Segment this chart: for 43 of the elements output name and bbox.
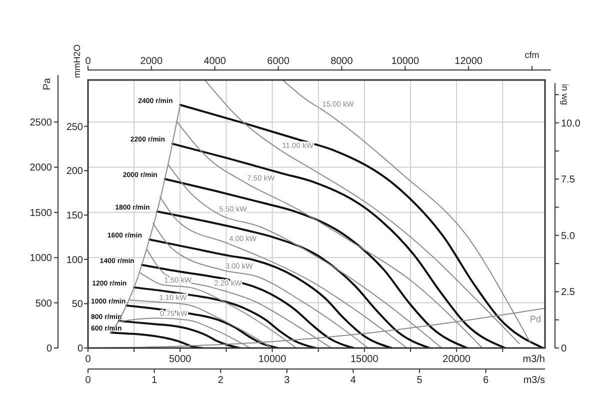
text: 6 xyxy=(483,375,490,386)
x-tick-label: 10000 xyxy=(258,354,287,365)
y-tick-label: 1000 xyxy=(30,253,52,264)
x2-tick-label: 0 xyxy=(85,56,92,67)
x-tick-label: 0 xyxy=(85,354,92,365)
text: 2 xyxy=(218,375,224,386)
text: 5 xyxy=(416,375,423,386)
y2-tick-label: 100 xyxy=(66,254,84,266)
y2-axis-title: mmH2O xyxy=(72,44,82,78)
y3-tick-label: 0 xyxy=(561,344,567,354)
x2-tick-label: 2000 xyxy=(140,56,163,67)
y3-tick-label: 10.0 xyxy=(561,118,581,130)
y-axis-title: Pa xyxy=(42,78,53,90)
y-tick-label: 2000 xyxy=(30,162,52,174)
text: 0 xyxy=(85,375,92,386)
y2-tick-label: 200 xyxy=(66,166,84,178)
x-tick-label: 5000 xyxy=(169,354,192,365)
y2-tick-label: 250 xyxy=(66,122,84,133)
x-tick-label: 20000 xyxy=(442,354,471,365)
x-tick-label: 15000 xyxy=(350,354,379,365)
y3-tick-label: 5.0 xyxy=(561,230,576,242)
y2-tick-label: 0 xyxy=(77,344,84,354)
x2-tick-label: 4000 xyxy=(204,56,226,67)
x2-tick-label: 10000 xyxy=(391,56,420,67)
y3-tick-label: 2.5 xyxy=(561,287,576,298)
y3-tick-label: 7.5 xyxy=(561,174,576,186)
y2-tick-label: 150 xyxy=(66,210,84,222)
y-tick-label: 0 xyxy=(46,344,52,354)
text: 4 xyxy=(350,375,356,386)
x2-tick-label: 6000 xyxy=(267,56,290,67)
x2-axis-title: cfm xyxy=(524,50,540,60)
text: 1 xyxy=(152,375,158,386)
x2-tick-label: 12000 xyxy=(454,56,483,67)
text: m3/s xyxy=(523,375,545,386)
series-label: Pd xyxy=(530,314,541,324)
y-tick-label: 1500 xyxy=(30,208,52,219)
x2-tick-label: 8000 xyxy=(330,56,354,67)
x-axis-title: m3/h xyxy=(522,354,545,365)
y-tick-label: 500 xyxy=(35,298,52,310)
y3-axis-title: in wg xyxy=(560,84,570,106)
y-tick-label: 2500 xyxy=(30,118,52,129)
text: 3 xyxy=(284,375,290,386)
y2-tick-label: 50 xyxy=(72,299,84,310)
